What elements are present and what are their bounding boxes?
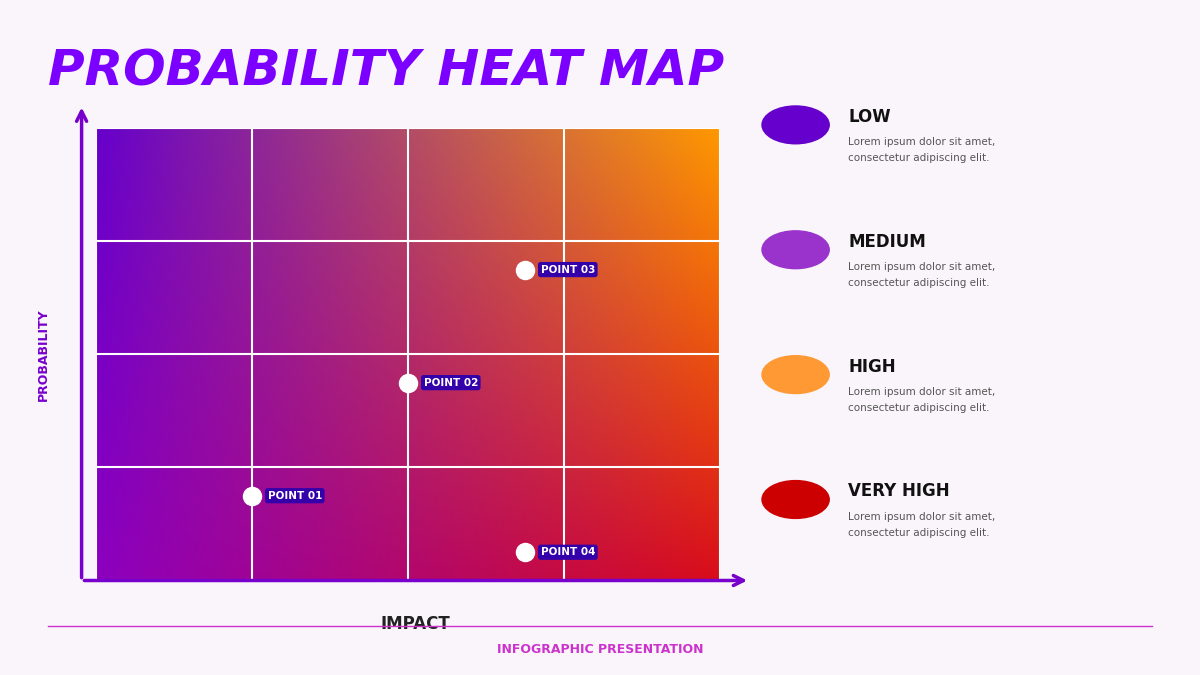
Text: POINT 04: POINT 04 xyxy=(541,547,595,558)
Text: POINT 02: POINT 02 xyxy=(424,377,478,387)
Text: POINT 03: POINT 03 xyxy=(541,265,595,275)
Text: VERY HIGH: VERY HIGH xyxy=(848,483,950,500)
Text: PROBABILITY HEAT MAP: PROBABILITY HEAT MAP xyxy=(48,47,724,95)
Text: MEDIUM: MEDIUM xyxy=(848,233,926,250)
Text: LOW: LOW xyxy=(848,108,892,126)
Text: PROBABILITY: PROBABILITY xyxy=(37,308,49,401)
Text: consectetur adipiscing elit.: consectetur adipiscing elit. xyxy=(848,403,990,413)
Text: POINT 01: POINT 01 xyxy=(268,491,322,501)
Circle shape xyxy=(762,481,829,518)
Text: IMPACT: IMPACT xyxy=(380,616,451,633)
Text: INFOGRAPHIC PRESENTATION: INFOGRAPHIC PRESENTATION xyxy=(497,643,703,656)
Text: Lorem ipsum dolor sit amet,: Lorem ipsum dolor sit amet, xyxy=(848,262,996,272)
Circle shape xyxy=(762,231,829,269)
Text: HIGH: HIGH xyxy=(848,358,896,375)
Circle shape xyxy=(762,106,829,144)
Text: consectetur adipiscing elit.: consectetur adipiscing elit. xyxy=(848,278,990,288)
Circle shape xyxy=(762,356,829,394)
Text: Lorem ipsum dolor sit amet,: Lorem ipsum dolor sit amet, xyxy=(848,512,996,522)
Text: Lorem ipsum dolor sit amet,: Lorem ipsum dolor sit amet, xyxy=(848,137,996,147)
Text: Lorem ipsum dolor sit amet,: Lorem ipsum dolor sit amet, xyxy=(848,387,996,397)
Text: consectetur adipiscing elit.: consectetur adipiscing elit. xyxy=(848,153,990,163)
Text: consectetur adipiscing elit.: consectetur adipiscing elit. xyxy=(848,528,990,538)
